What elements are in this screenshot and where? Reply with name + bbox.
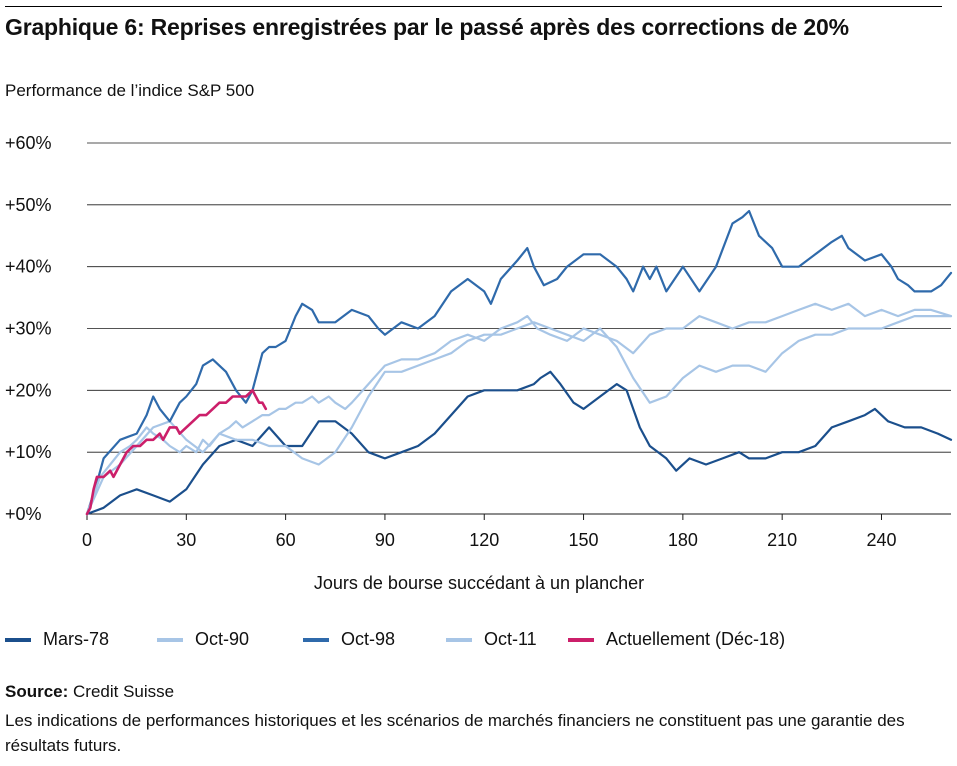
legend-swatch [568, 637, 594, 642]
x-tick-label: 150 [569, 530, 599, 550]
x-tick-label: 240 [866, 530, 896, 550]
legend-item-mars-78: Mars-78 [5, 629, 109, 650]
y-tick-label: +40% [5, 257, 52, 277]
y-tick-label: +0% [5, 504, 42, 524]
series-line-oct-90 [85, 315, 953, 516]
legend-item-oct-11: Oct-11 [446, 629, 537, 650]
x-tick-label: 0 [82, 530, 92, 550]
y-axis-title: Performance de l’indice S&P 500 [5, 81, 255, 100]
y-tick-label: +10% [5, 442, 52, 462]
legend-swatch [446, 637, 472, 642]
legend-label: Oct-90 [195, 629, 250, 649]
source-value: Credit Suisse [68, 682, 175, 701]
x-tick-label: 120 [469, 530, 499, 550]
legend: Mars-78 Oct-90 Oct-98 Oct-11 Actuellemen… [5, 629, 945, 655]
chart-title: Graphique 6: Reprises enregistrées par l… [5, 14, 849, 40]
line-chart: +0% +10% +20% +30% +40% +50% +60% 0 30 60 90 120 15… [5, 133, 953, 593]
series-line-mars-78 [85, 370, 953, 516]
x-tick-label: 60 [276, 530, 296, 550]
series-line-oct-98 [85, 209, 953, 516]
series-line-actuellement-d-c-18 [85, 389, 268, 516]
legend-item-actuellement: Actuellement (Déc-18) [568, 629, 785, 650]
y-tick-label: +20% [5, 380, 52, 400]
y-tick-label: +50% [5, 195, 52, 215]
x-tick-label: 180 [668, 530, 698, 550]
y-axis-ticks: +0% +10% +20% +30% +40% +50% +60% [5, 133, 52, 524]
source-label: Source: [5, 682, 69, 701]
y-tick-label: +30% [5, 319, 52, 339]
disclaimer: Les indications de performances historiq… [5, 711, 905, 755]
legend-swatch [157, 637, 183, 642]
x-tick-label: 30 [176, 530, 196, 550]
legend-label: Actuellement (Déc-18) [606, 629, 786, 649]
series-lines [85, 209, 953, 516]
legend-label: Oct-11 [484, 629, 537, 649]
legend-item-oct-98: Oct-98 [303, 629, 395, 650]
x-tick-label: 90 [375, 530, 395, 550]
legend-label: Oct-98 [341, 629, 396, 649]
gridlines [87, 142, 951, 515]
legend-label: Mars-78 [43, 629, 110, 649]
legend-item-oct-90: Oct-90 [157, 629, 249, 650]
legend-swatch [5, 637, 31, 642]
legend-swatch [303, 637, 329, 642]
x-tick-label: 210 [767, 530, 797, 550]
series-line-oct-11 [85, 302, 953, 516]
x-axis-label: Jours de bourse succédant à un plancher [314, 573, 644, 593]
source-note: Source: Credit Suisse [5, 682, 174, 702]
x-axis-ticks: 0 30 60 90 120 150 180 210 240 [82, 514, 897, 550]
top-rule [5, 6, 942, 7]
y-tick-label: +60% [5, 133, 52, 153]
